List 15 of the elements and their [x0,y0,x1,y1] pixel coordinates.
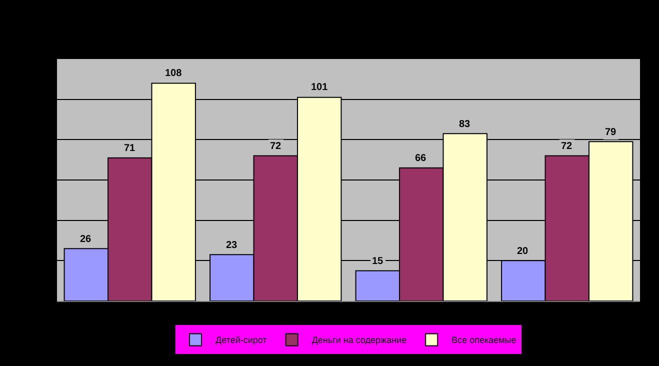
legend-label: Все опекаемые [452,335,516,346]
data-label: 26 [80,234,92,245]
data-label: 66 [415,153,427,164]
data-label: 71 [124,143,136,154]
data-label: 23 [226,240,238,251]
data-label: 83 [459,119,471,130]
legend-label: Детей-сирот [216,335,267,346]
data-label: 15 [372,256,384,267]
data-label: 72 [270,141,282,152]
data-label: 108 [165,68,182,79]
legend-label: Деньги на содержание [312,335,407,346]
data-label: 72 [561,141,573,152]
data-label: 101 [311,82,328,93]
data-label: 79 [605,127,617,138]
data-label: 20 [517,246,529,257]
